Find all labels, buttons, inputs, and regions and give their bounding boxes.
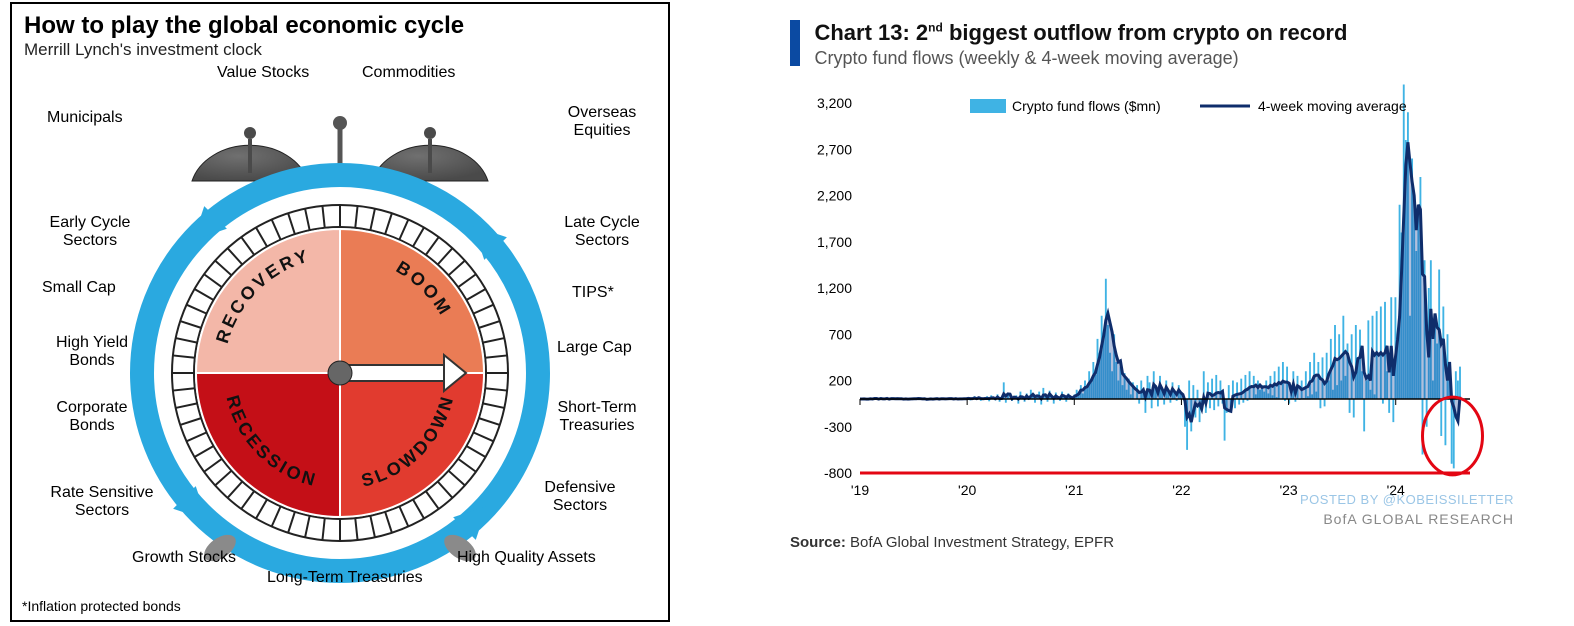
title-part: Chart 13: 2 [814,20,928,45]
sector-label: TIPS* [572,284,614,302]
sector-label: Small Cap [42,279,116,297]
source-line: Source: BofA Global Investment Strategy,… [790,534,1514,551]
svg-text:3,200: 3,200 [817,95,852,111]
sector-label: Growth Stocks [132,549,236,567]
crypto-flows-chart: -800 -300 200 700 1,200 1,700 2,200 2,700 3,200 '… [790,83,1514,528]
right-title: Chart 13: 2nd biggest outflow from crypt… [814,20,1347,46]
svg-text:200: 200 [829,373,853,389]
svg-text:'21: '21 [1065,482,1083,498]
left-title: How to play the global economic cycle [12,4,668,40]
svg-text:Crypto fund flows ($mn): Crypto fund flows ($mn) [1012,98,1161,114]
svg-text:'23: '23 [1279,482,1297,498]
investment-clock-panel: How to play the global economic cycle Me… [10,2,670,622]
sector-label: Rate SensitiveSectors [42,484,162,521]
sector-label: Long-Term Treasuries [267,569,423,587]
title-sup: nd [928,21,943,35]
svg-text:-800: -800 [824,465,852,481]
title-accent-bar [790,20,800,66]
svg-text:-300: -300 [824,419,852,435]
left-subtitle: Merrill Lynch's investment clock [12,40,668,62]
sector-label: OverseasEquities [542,104,662,141]
svg-text:1,700: 1,700 [817,234,852,250]
sector-label: Large Cap [557,339,632,357]
sector-label: Value Stocks [217,64,309,82]
svg-text:'20: '20 [958,482,976,498]
sector-label: Short-TermTreasuries [537,399,657,436]
right-subtitle: Crypto fund flows (weekly & 4-week movin… [814,48,1347,69]
sector-label: Late CycleSectors [542,214,662,251]
source-label: Source: [790,534,846,551]
posted-by: POSTED BY @KOBEISSILETTER [1300,492,1514,507]
svg-text:4-week moving average: 4-week moving average [1258,98,1407,114]
sector-label: Early CycleSectors [30,214,150,251]
crypto-flows-panel: Chart 13: 2nd biggest outflow from crypt… [670,0,1574,551]
title-rest: biggest outflow from crypto on record [943,20,1348,45]
sector-label: High YieldBonds [32,334,152,371]
source-text: BofA Global Investment Strategy, EPFR [846,534,1114,551]
svg-text:'19: '19 [851,482,869,498]
svg-text:1,200: 1,200 [817,280,852,296]
sector-label: CorporateBonds [32,399,152,436]
footnote: *Inflation protected bonds [22,598,181,614]
svg-text:2,200: 2,200 [817,188,852,204]
sector-label: High Quality Assets [457,549,596,567]
svg-text:'22: '22 [1172,482,1190,498]
brand-line: BofA GLOBAL RESEARCH [1323,511,1514,527]
sector-label: DefensiveSectors [520,479,640,516]
sector-label: Commodities [362,64,455,82]
investment-clock: RECOVERYBOOMSLOWDOWNRECESSION [110,113,570,573]
svg-text:700: 700 [829,326,853,342]
svg-text:2,700: 2,700 [817,141,852,157]
sector-label: Municipals [47,109,123,127]
